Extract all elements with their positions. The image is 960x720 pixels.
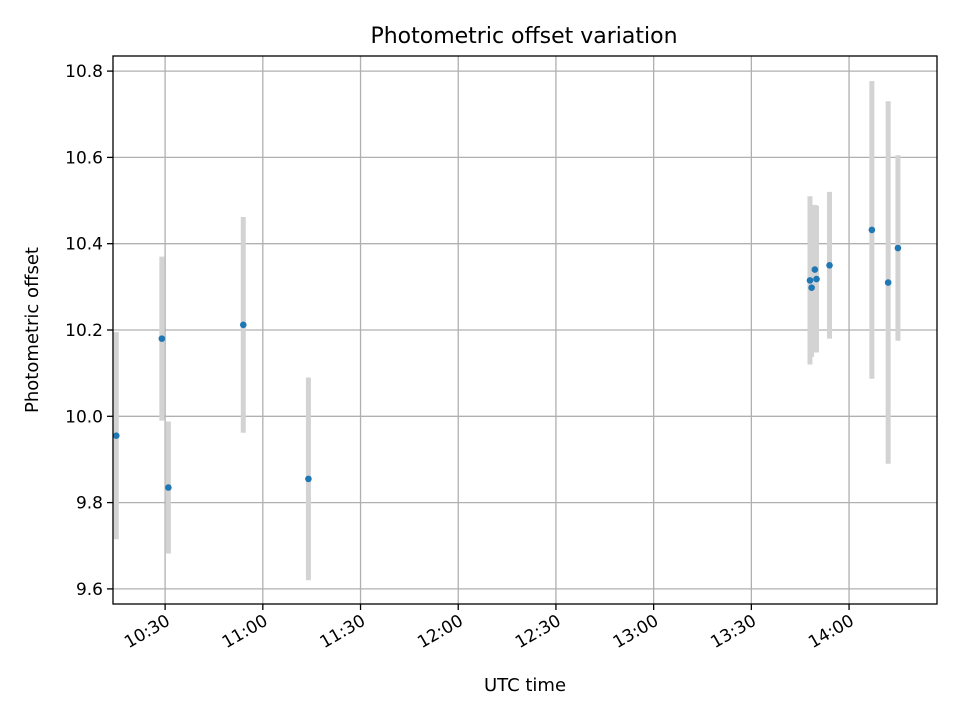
data-point	[806, 277, 814, 284]
x-tick-label: 13:30	[707, 611, 759, 653]
x-axis-label: UTC time	[484, 675, 566, 696]
data-point	[158, 335, 166, 342]
data-point	[165, 484, 172, 491]
y-tick-label: 10.4	[65, 235, 103, 255]
data-point	[868, 226, 876, 234]
data-point	[808, 284, 815, 292]
x-tick-label: 13:00	[610, 611, 662, 653]
x-tick-label: 10:30	[121, 611, 173, 653]
x-tick-label: 12:00	[414, 611, 466, 653]
y-tick-label: 10.2	[65, 321, 103, 341]
data-point	[239, 321, 247, 329]
x-tick-label: 11:00	[219, 611, 271, 653]
data-point	[811, 266, 819, 273]
data-point	[305, 475, 312, 483]
y-tick-label: 9.8	[76, 494, 103, 514]
y-tick-label: 10.6	[65, 148, 103, 168]
y-tick-label: 9.6	[76, 580, 103, 600]
x-tick-label: 11:30	[317, 611, 369, 653]
y-tick-label: 10.0	[65, 407, 103, 427]
grid	[113, 56, 937, 604]
data-point	[884, 279, 892, 286]
x-tick-label: 12:30	[512, 611, 564, 653]
data-point	[894, 244, 902, 252]
chart-title: Photometric offset variation	[370, 24, 677, 49]
data-point	[112, 432, 120, 440]
data-points	[112, 226, 902, 491]
x-tick-label: 14:00	[805, 611, 857, 653]
data-point	[826, 261, 833, 269]
y-axis-ticks: 9.6 9.8 10.0 10.2 10.4 10.6 10.8	[65, 62, 113, 600]
y-tick-label: 10.8	[65, 62, 103, 82]
data-point	[813, 275, 820, 283]
y-axis-label: Photometric offset	[22, 247, 43, 413]
x-axis-ticks: 10:30 11:00 11:30 12:00 12:30 13:00 13:30 14:00	[121, 604, 858, 653]
